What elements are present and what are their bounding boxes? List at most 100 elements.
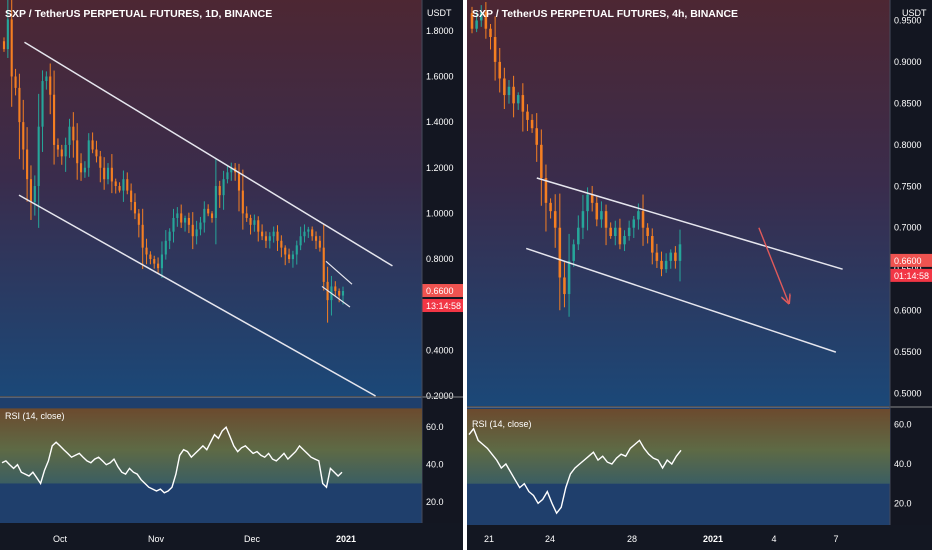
- candle-down: [126, 179, 129, 191]
- price-pane-background: [0, 0, 422, 396]
- candle-up: [203, 208, 206, 223]
- candle-up: [581, 211, 585, 228]
- trend-channel-lower: [525, 247, 837, 353]
- candle-down: [153, 259, 156, 264]
- last-price-value: 0.6600: [894, 256, 922, 266]
- candle-down: [22, 122, 25, 150]
- time-tick-label: 28: [627, 534, 637, 544]
- price-tick-label: 1.6000: [426, 71, 454, 81]
- candle-down: [118, 186, 121, 191]
- candle-up: [614, 227, 617, 237]
- last-price-value: 0.6600: [426, 286, 454, 296]
- rsi-tick-label: 60.0: [426, 422, 444, 432]
- candle-down: [130, 190, 133, 202]
- candle-down: [276, 231, 279, 241]
- candle-up: [164, 240, 167, 255]
- candle-down: [218, 186, 221, 196]
- time-tick-label: Oct: [53, 534, 68, 544]
- candle-down: [540, 144, 543, 178]
- rsi-indicator-label[interactable]: RSI (14, close): [472, 419, 532, 429]
- price-tick-label: 1.0000: [426, 208, 454, 218]
- time-tick-label: 24: [545, 534, 555, 544]
- candle-down: [549, 202, 552, 212]
- time-axis-background: [0, 523, 463, 550]
- rsi-band: [0, 408, 422, 484]
- right-chart-panel[interactable]: 0.50000.55000.60000.65000.70000.75000.80…: [467, 0, 932, 550]
- candle-up: [627, 227, 631, 237]
- price-tick-label: 1.2000: [426, 163, 454, 173]
- candle-down: [530, 119, 534, 129]
- candle-down: [322, 247, 325, 282]
- candle-down: [249, 217, 252, 225]
- candle-down: [157, 263, 160, 269]
- time-tick-label: Dec: [244, 534, 261, 544]
- candle-down: [261, 231, 264, 237]
- candle-down: [512, 86, 515, 104]
- price-tick-label: 0.7000: [894, 223, 922, 233]
- trend-channel-upper: [536, 177, 843, 270]
- rsi-tick-label: 40.0: [894, 459, 912, 469]
- price-tick-label: 0.5000: [894, 389, 922, 399]
- candle-up: [199, 222, 202, 230]
- candle-down: [650, 236, 654, 253]
- candle-up: [37, 126, 40, 187]
- candle-down: [618, 227, 622, 245]
- price-pane-background: [467, 0, 890, 406]
- rsi-line: [468, 427, 682, 515]
- candle-up: [33, 186, 36, 202]
- candle-up: [637, 211, 640, 220]
- candle-down: [26, 149, 29, 180]
- candle-down: [180, 213, 183, 223]
- candle-down: [314, 236, 318, 241]
- candle-up: [168, 231, 171, 241]
- candle-up: [230, 167, 233, 173]
- candle-down: [237, 172, 241, 191]
- candle-down: [553, 211, 557, 228]
- price-tick-label: 0.2000: [426, 391, 454, 401]
- candle-down: [334, 286, 337, 292]
- candle-up: [567, 260, 571, 295]
- candle-down: [318, 240, 321, 248]
- candle-down: [595, 202, 599, 220]
- candle-down: [241, 190, 244, 214]
- candle-down: [60, 149, 63, 157]
- candle-down: [187, 217, 190, 225]
- candle-up: [183, 217, 187, 223]
- candle-up: [678, 244, 682, 261]
- candle-down: [526, 111, 529, 120]
- candle-up: [600, 211, 603, 220]
- price-tick-label: 0.8000: [894, 140, 922, 150]
- candle-up: [195, 229, 198, 237]
- candle-down: [141, 224, 144, 248]
- rsi-indicator-label[interactable]: RSI (14, close): [5, 411, 65, 421]
- panel-divider[interactable]: [463, 0, 467, 550]
- candle-down: [338, 291, 341, 296]
- candle-down: [95, 149, 98, 157]
- candle-up: [253, 220, 256, 225]
- left-chart-panel[interactable]: 0.20000.40000.60000.80001.00001.20001.40…: [0, 0, 463, 550]
- candle-down: [29, 179, 33, 202]
- left-chart-svg[interactable]: 0.20000.40000.60000.80001.00001.20001.40…: [0, 0, 463, 550]
- candle-down: [311, 229, 314, 237]
- candle-down: [114, 181, 117, 187]
- candle-down: [544, 177, 548, 203]
- candle-down: [53, 94, 56, 145]
- price-tick-label: 0.4000: [426, 345, 454, 355]
- candle-down: [563, 277, 566, 295]
- candle-down: [503, 78, 506, 96]
- candle-up: [268, 236, 271, 241]
- candle-down: [604, 211, 608, 228]
- candle-up: [669, 252, 673, 261]
- right-chart-svg[interactable]: 0.50000.55000.60000.65000.70000.75000.80…: [467, 0, 932, 550]
- chart-title: SXP / TetherUS PERPETUAL FUTURES, 1D, BI…: [5, 8, 273, 20]
- candle-down: [284, 247, 287, 255]
- down-arrow-annotation: [758, 227, 789, 303]
- candle-down: [99, 156, 102, 168]
- candle-up: [479, 12, 483, 21]
- candle-down: [245, 213, 248, 218]
- price-tick-label: 1.4000: [426, 117, 454, 127]
- rsi-band: [467, 409, 890, 484]
- rsi-line: [1, 425, 343, 494]
- candle-up: [291, 254, 294, 260]
- candle-down: [655, 252, 659, 261]
